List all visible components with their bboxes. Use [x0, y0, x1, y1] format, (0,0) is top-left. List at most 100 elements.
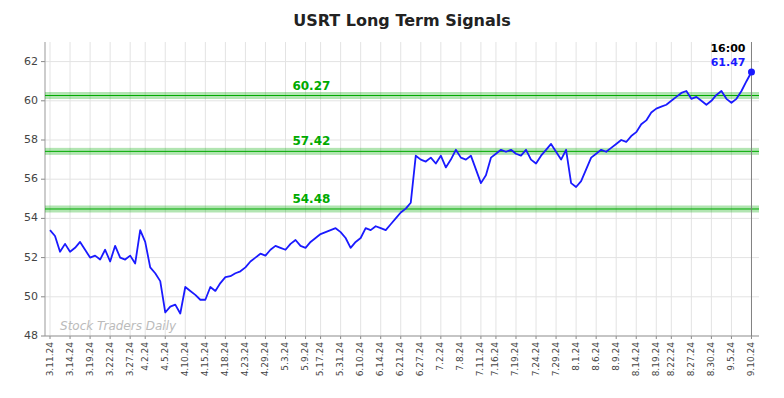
- grid-line: [556, 42, 557, 336]
- chart: USRT Long Term Signals48505254565860623.…: [0, 0, 784, 398]
- grid-line: [70, 42, 71, 336]
- y-tick-label: 62: [24, 55, 38, 68]
- x-tick-label: 9.5.24: [726, 342, 736, 371]
- grid-line: [110, 42, 111, 336]
- x-tick-label: 4.18.24: [220, 342, 230, 377]
- grid-line: [165, 42, 166, 336]
- reference-line: [45, 208, 759, 209]
- grid-line: [45, 257, 759, 258]
- reference-line: [45, 95, 759, 96]
- x-tick-label: 8.22.24: [666, 342, 676, 377]
- grid-line: [515, 42, 516, 336]
- grid-line: [45, 336, 759, 337]
- x-tick-label: 3.22.24: [105, 342, 115, 377]
- grid-line: [480, 42, 481, 336]
- grid-line: [340, 42, 341, 336]
- x-tick-label: 8.27.24: [686, 342, 696, 377]
- grid-line: [145, 42, 146, 336]
- reference-label: 60.27: [292, 79, 330, 93]
- x-tick-label: 3.19.24: [85, 342, 95, 377]
- grid-line: [420, 42, 421, 336]
- grid-line: [616, 42, 617, 336]
- grid-line: [130, 42, 131, 336]
- grid-line: [45, 140, 759, 141]
- x-tick-label: 8.19.24: [651, 342, 661, 377]
- grid-line: [495, 42, 496, 336]
- reference-band: [45, 148, 759, 155]
- grid-line: [656, 42, 657, 336]
- annotation: 61.47: [711, 56, 746, 69]
- tick: [41, 140, 45, 141]
- tick: [41, 218, 45, 219]
- x-tick-label: 8.6.24: [591, 342, 601, 371]
- plot-area: [45, 42, 759, 336]
- tick: [41, 296, 45, 297]
- title: USRT Long Term Signals: [293, 11, 511, 30]
- x-tick-label: 3.27.24: [125, 342, 135, 377]
- x-tick-label: 7.8.24: [455, 342, 465, 371]
- grid-line: [711, 42, 712, 336]
- grid-line: [671, 42, 672, 336]
- x-tick-label: 6.10.24: [355, 342, 365, 377]
- annotation: 16:00: [710, 42, 745, 55]
- grid-line: [45, 61, 759, 62]
- y-tick-label: 50: [24, 290, 38, 303]
- reference-band: [45, 92, 759, 99]
- x-tick-label: 7.16.24: [490, 342, 500, 377]
- grid-line: [50, 42, 51, 336]
- y-axis: [45, 42, 46, 336]
- x-tick-label: 5.17.24: [315, 342, 325, 377]
- x-tick-label: 4.5.24: [160, 342, 170, 371]
- x-tick-label: 6.21.24: [395, 342, 405, 377]
- price-line: [50, 72, 751, 313]
- grid-line: [90, 42, 91, 336]
- x-tick-label: 4.10.24: [180, 342, 190, 377]
- grid-line: [576, 42, 577, 336]
- watermark: Stock Traders Daily: [60, 319, 177, 333]
- x-tick-label: 8.14.24: [631, 342, 641, 377]
- grid-line: [731, 42, 732, 336]
- x-tick-label: 4.29.24: [260, 342, 270, 377]
- tick: [41, 336, 45, 337]
- grid: [45, 42, 759, 336]
- x-tick-label: 7.11.24: [475, 342, 485, 377]
- reference-label: 54.48: [292, 192, 330, 206]
- grid-line: [205, 42, 206, 336]
- y-tick-label: 48: [24, 329, 38, 342]
- end-marker: [748, 68, 755, 75]
- x-tick-label: 6.14.24: [375, 342, 385, 377]
- grid-line: [360, 42, 361, 336]
- x-tick-label: 7.24.24: [531, 342, 541, 377]
- grid-line: [265, 42, 266, 336]
- y-tick-label: 58: [24, 133, 38, 146]
- x-tick-label: 8.1.24: [571, 342, 581, 371]
- tick: [41, 100, 45, 101]
- grid-line: [440, 42, 441, 336]
- y-tick-label: 52: [24, 251, 38, 264]
- x-tick-label: 7.29.24: [551, 342, 561, 377]
- grid-line: [285, 42, 286, 336]
- x-tick-label: 4.2.24: [140, 342, 150, 371]
- x-tick-label: 8.9.24: [611, 342, 621, 371]
- x-tick-label: 5.3.24: [280, 342, 290, 371]
- y-tick-label: 54: [24, 211, 38, 224]
- x-tick-label: 4.23.24: [240, 342, 250, 377]
- x-tick-label: 3.11.24: [45, 342, 55, 377]
- grid-line: [460, 42, 461, 336]
- y-tick-label: 60: [24, 94, 38, 107]
- grid-line: [536, 42, 537, 336]
- grid-line: [636, 42, 637, 336]
- grid-line: [45, 100, 759, 101]
- grid-line: [45, 218, 759, 219]
- x-tick-label: 4.15.24: [200, 342, 210, 377]
- tick: [41, 179, 45, 180]
- tick: [41, 257, 45, 258]
- grid-line: [691, 42, 692, 336]
- x-tick-label: 7.19.24: [510, 342, 520, 377]
- grid-line: [245, 42, 246, 336]
- x-tick-label: 5.9.24: [300, 342, 310, 371]
- x-tick-label: 9.10.24: [746, 342, 756, 377]
- reference-label: 57.42: [292, 134, 330, 148]
- grid-line: [596, 42, 597, 336]
- reference-line: [45, 151, 759, 152]
